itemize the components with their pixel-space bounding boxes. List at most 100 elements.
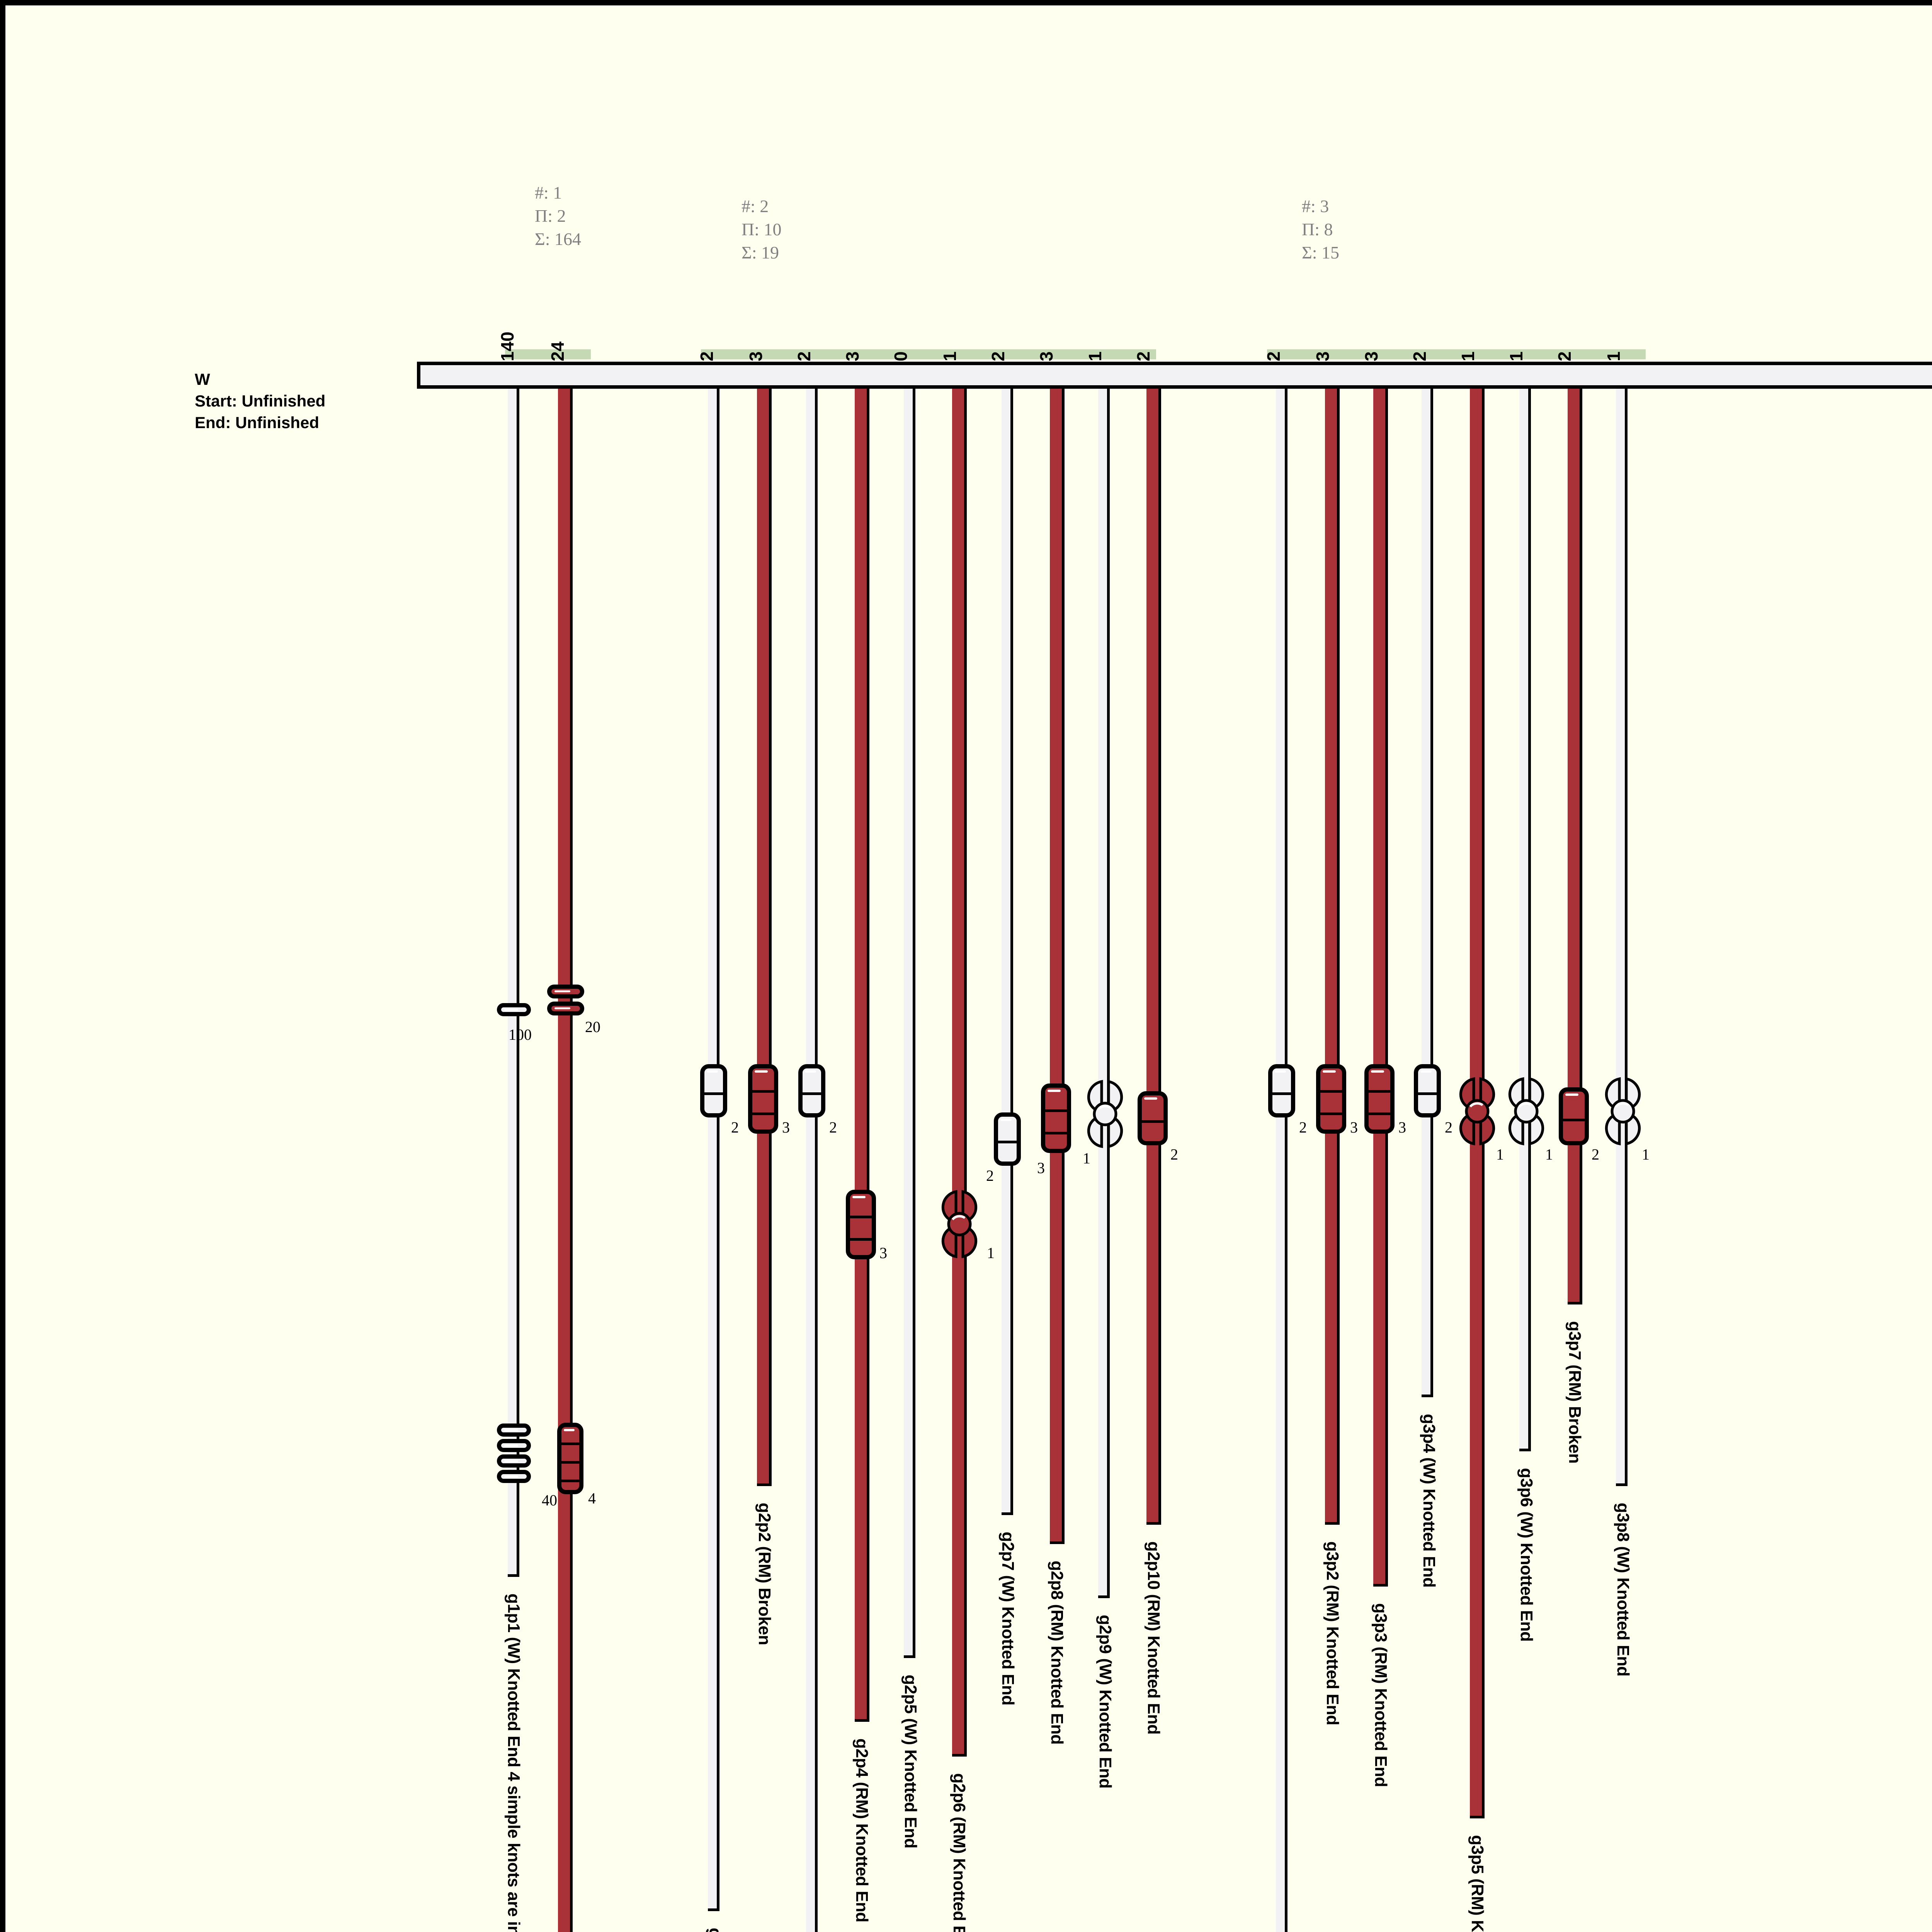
knot-g2p9-e8[interactable]: [1078, 1078, 1133, 1150]
top-value-g3p2: 3: [1313, 351, 1333, 361]
cord-label-g2p8: g2p8 (RM) Knotted End: [1048, 1561, 1066, 1745]
top-value-g2p4: 3: [842, 351, 862, 361]
group-2-underline: [701, 349, 1156, 359]
top-value-g2p6: 1: [940, 351, 960, 361]
knot-g3p5-e8[interactable]: [1450, 1075, 1505, 1148]
knot-label-g2p10: 2: [1170, 1146, 1178, 1163]
group-2-sum: Σ: 19: [742, 243, 779, 262]
cord-g2p10[interactable]: [1146, 389, 1161, 1525]
knot-label-g2p8: 3: [1037, 1159, 1045, 1177]
cord-g3p3[interactable]: [1373, 389, 1388, 1587]
khipu-meta-block: W Start: Unfinished End: Unfinished: [195, 369, 325, 434]
knot-label-g3p2: 3: [1350, 1119, 1358, 1136]
top-value-g2p3: 2: [794, 351, 814, 361]
knot-label-g3p5: 1: [1496, 1146, 1504, 1163]
group-3-number: #: 3: [1302, 196, 1329, 216]
knot-g2p2-long3[interactable]: [748, 1064, 778, 1134]
cord-label-g2p9: g2p9 (W) Knotted End: [1096, 1615, 1115, 1789]
group-3-product: Π: 8: [1302, 219, 1333, 239]
knot-g2p4-long3[interactable]: [846, 1190, 876, 1259]
knot-label-g2p9: 1: [1083, 1150, 1090, 1167]
cord-g2p4[interactable]: [855, 389, 869, 1722]
top-value-g3p5: 1: [1458, 351, 1478, 361]
primary-cord: [417, 362, 1932, 389]
cord-g2p3[interactable]: [806, 389, 818, 1932]
knot-label-g2p7: 2: [986, 1167, 994, 1184]
knot-g1p2-t2[interactable]: [547, 1002, 584, 1015]
cord-label-g2p7: g2p7 (W) Knotted End: [998, 1532, 1017, 1706]
cord-label-g2p2: g2p2 (RM) Broken: [755, 1503, 774, 1645]
knot-g1p2-t1[interactable]: [547, 985, 584, 998]
top-value-g3p8: 1: [1604, 351, 1624, 361]
top-value-g2p8: 3: [1036, 351, 1056, 361]
top-value-g2p1: 2: [697, 351, 717, 361]
cord-g1p1[interactable]: [508, 389, 519, 1577]
group-1-number: #: 1: [535, 183, 562, 202]
group-header-2: #: 2 Π: 10 Σ: 19: [742, 195, 782, 264]
knot-g2p3-long2[interactable]: [798, 1064, 825, 1117]
cord-label-g2p1: g2p1 (W) Knotted End: [706, 1928, 724, 1932]
cord-label-g3p4: g3p4 (W) Knotted End: [1420, 1414, 1439, 1588]
top-value-g2p5: 0: [891, 351, 911, 361]
cord-g2p7[interactable]: [1002, 389, 1013, 1515]
knot-label-g3p8: 1: [1642, 1146, 1650, 1163]
knot-g2p8-long3[interactable]: [1041, 1083, 1071, 1153]
khipu-start-label: Start: Unfinished: [195, 392, 326, 410]
cord-g2p5[interactable]: [904, 389, 915, 1658]
top-value-g3p4: 2: [1410, 351, 1430, 361]
cord-g3p8[interactable]: [1616, 389, 1628, 1486]
knot-label-g2p4: 3: [879, 1244, 887, 1262]
knot-label-g1p2-units: 4: [588, 1490, 596, 1507]
cord-g2p6[interactable]: [952, 389, 967, 1757]
knot-g1p1-t2[interactable]: [497, 1439, 531, 1452]
top-value-g2p9: 1: [1085, 351, 1105, 361]
knot-label-g3p4: 2: [1445, 1119, 1452, 1136]
khipu-weave-label: W: [195, 370, 210, 388]
knot-g1p1-t1[interactable]: [497, 1423, 531, 1437]
knot-label-g2p6: 1: [987, 1244, 995, 1262]
knot-g1p1-h1[interactable]: [497, 1003, 531, 1016]
top-value-g3p7: 2: [1554, 351, 1575, 361]
knot-label-g2p1: 2: [731, 1119, 739, 1136]
knot-g1p1-t4[interactable]: [497, 1470, 531, 1483]
cord-g2p1[interactable]: [708, 389, 719, 1911]
cord-g2p9[interactable]: [1098, 389, 1110, 1598]
knot-g3p2-long3[interactable]: [1316, 1064, 1346, 1134]
cord-label-g2p10: g2p10 (RM) Knotted End: [1144, 1541, 1163, 1735]
cord-g2p8[interactable]: [1050, 389, 1065, 1544]
knot-label-g2p2: 3: [782, 1119, 790, 1136]
cord-g3p7[interactable]: [1568, 389, 1582, 1304]
cord-label-g2p6: g2p6 (RM) Knotted End: [950, 1773, 969, 1932]
knot-label-g2p3: 2: [829, 1119, 837, 1136]
top-value-g1p1: 140: [497, 332, 517, 361]
knot-label-g1p1-hundreds: 100: [509, 1026, 532, 1043]
knot-g2p10-long2[interactable]: [1138, 1091, 1168, 1145]
group-3-underline: [1267, 349, 1646, 359]
knot-g2p1-long2[interactable]: [700, 1064, 727, 1117]
cord-label-g3p5: g3p5 (RM) Knotted End: [1468, 1835, 1487, 1932]
knot-g3p3-long3[interactable]: [1364, 1064, 1395, 1134]
knot-label-g3p6: 1: [1545, 1146, 1553, 1163]
top-value-g1p2: 24: [548, 341, 568, 361]
knot-g3p8-e8[interactable]: [1595, 1075, 1650, 1148]
cord-g3p4[interactable]: [1422, 389, 1433, 1397]
cord-label-g2p5: g2p5 (W) Knotted End: [901, 1675, 920, 1849]
knot-g2p7-long2[interactable]: [994, 1112, 1021, 1166]
cord-g3p1[interactable]: [1276, 389, 1287, 1932]
group-1-product: Π: 2: [535, 206, 566, 226]
khipu-end-label: End: Unfinished: [195, 413, 319, 432]
cord-g3p2[interactable]: [1325, 389, 1340, 1525]
knot-label-g3p1: 2: [1299, 1119, 1307, 1136]
group-1-sum: Σ: 164: [535, 229, 582, 249]
knot-g1p2-long4[interactable]: [557, 1423, 583, 1494]
knot-g1p1-t3[interactable]: [497, 1454, 531, 1468]
cord-g1p2[interactable]: [558, 389, 573, 1932]
knot-g3p1-long2[interactable]: [1268, 1064, 1295, 1117]
knot-g3p7-long2[interactable]: [1559, 1087, 1589, 1145]
knot-g2p6-e8[interactable]: [932, 1188, 987, 1260]
knot-g3p4-long2[interactable]: [1414, 1064, 1441, 1117]
group-header-3: #: 3 Π: 8 Σ: 15: [1302, 195, 1339, 264]
cord-g3p6[interactable]: [1519, 389, 1531, 1451]
cord-g2p2[interactable]: [757, 389, 772, 1486]
knot-g3p6-e8[interactable]: [1499, 1075, 1554, 1148]
